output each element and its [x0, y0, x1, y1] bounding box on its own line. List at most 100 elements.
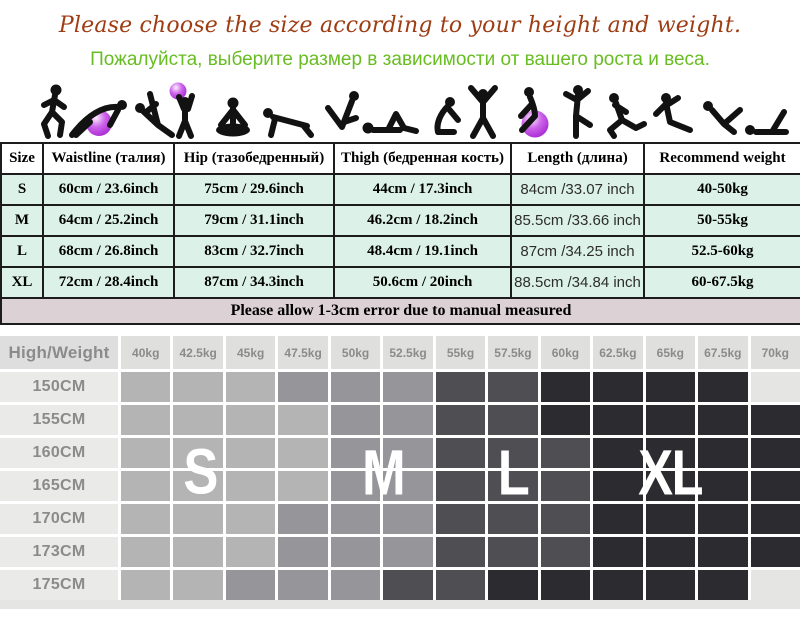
- grid-cell: [645, 438, 696, 468]
- measurement-note-row: Please allow 1-3cm error due to manual m…: [0, 297, 800, 325]
- waistline-cell: 60cm / 23.6inch: [42, 173, 175, 206]
- grid-cell: [278, 405, 328, 435]
- grid-cell: [383, 405, 433, 435]
- hip-cell: 79cm / 31.1inch: [173, 204, 335, 237]
- grid-cell: [488, 570, 538, 600]
- grid-cell: [383, 438, 433, 468]
- grid-weight-label: 42.5kg: [173, 336, 223, 369]
- lying-knee-up-pose-icon: [362, 111, 419, 134]
- table-header-row: Size Waistline (талия) Hip (тазобедренны…: [0, 142, 800, 175]
- grid-row: 170CM: [0, 504, 800, 534]
- waistline-cell: 72cm / 28.4inch: [42, 266, 175, 299]
- grid-cell: [121, 471, 171, 501]
- col-header-size: Size: [0, 142, 44, 175]
- grid-corner-label: High/Weight: [0, 336, 118, 369]
- grid-cell: [593, 471, 643, 501]
- runner-pose-icon: [41, 84, 67, 139]
- grid-cell: [278, 537, 328, 567]
- grid-cell: [330, 570, 381, 600]
- measurement-note: Please allow 1-3cm error due to manual m…: [0, 297, 800, 325]
- grid-cell: [435, 570, 486, 600]
- size-guide-page: { "titles": { "en": "Please choose the s…: [0, 12, 800, 627]
- boat-pose-icon: [325, 91, 359, 130]
- grid-cell: [435, 504, 486, 534]
- waistline-cell: 68cm / 26.8inch: [42, 235, 175, 268]
- grid-weight-label: 50kg: [330, 336, 381, 369]
- grid-cell: [645, 471, 696, 501]
- grid-weight-label: 70kg: [750, 336, 800, 369]
- plank-pose-icon: [263, 108, 314, 138]
- col-header-waistline: Waistline (талия): [42, 142, 175, 175]
- arms-up-pose-icon: [468, 85, 498, 139]
- lying-leg-raise-pose-icon: [745, 109, 789, 135]
- grid-cell: [121, 405, 171, 435]
- grid-cell: [488, 405, 538, 435]
- grid-cell: [540, 405, 591, 435]
- length-cell: 84cm /33.07 inch: [510, 173, 645, 206]
- situp-pose-icon: [135, 91, 175, 138]
- grid-row: 175CM: [0, 570, 800, 600]
- seated-reach-pose-icon: [653, 93, 693, 133]
- grid-cell: [173, 537, 223, 567]
- grid-cell: [225, 570, 276, 600]
- grid-cell: [121, 438, 171, 468]
- grid-row: 173CM: [0, 537, 800, 567]
- hip-cell: 87cm / 34.3inch: [173, 266, 335, 299]
- col-header-thigh: Thigh (бедренная кость): [333, 142, 512, 175]
- table-row-m: M 64cm / 25.2inch 79cm / 31.1inch 46.2cm…: [0, 204, 800, 237]
- length-cell: 85.5cm /33.66 inch: [510, 204, 645, 237]
- grid-cell: [698, 405, 748, 435]
- grid-cell: [645, 372, 696, 402]
- grid-cell: [173, 438, 223, 468]
- table-row-l: L 68cm / 26.8inch 83cm / 32.7inch 48.4cm…: [0, 235, 800, 268]
- grid-cell: [750, 471, 800, 501]
- grid-cell: [225, 537, 276, 567]
- grid-row: 150CM: [0, 372, 800, 402]
- grid-cell: [750, 570, 800, 600]
- grid-weight-label: 45kg: [225, 336, 276, 369]
- size-cell: L: [0, 235, 44, 268]
- grid-cell: [121, 537, 171, 567]
- grid-cell: [435, 537, 486, 567]
- size-cell: XL: [0, 266, 44, 299]
- dancer-pose-icon: [563, 85, 593, 139]
- table-row-xl: XL 72cm / 28.4inch 87cm / 34.3inch 50.6c…: [0, 266, 800, 299]
- grid-height-label: 155CM: [0, 405, 118, 435]
- grid-cell: [540, 504, 591, 534]
- length-cell: 87cm /34.25 inch: [510, 235, 645, 268]
- grid-cell: [383, 504, 433, 534]
- grid-cell: [435, 405, 486, 435]
- grid-cell: [225, 372, 276, 402]
- exercise-silhouettes-strip: [41, 82, 789, 139]
- length-cell: 88.5cm /34.84 inch: [510, 266, 645, 299]
- grid-cell: [750, 537, 800, 567]
- grid-cell: [488, 537, 538, 567]
- grid-cell: [225, 471, 276, 501]
- grid-cell: [330, 372, 381, 402]
- grid-cell: [173, 372, 223, 402]
- grid-cell: [593, 504, 643, 534]
- ball-sit-pose-icon: [518, 87, 549, 138]
- grid-row: 155CM: [0, 405, 800, 435]
- grid-cell: [278, 570, 328, 600]
- table-row-s: S 60cm / 23.6inch 75cm / 29.6inch 44cm /…: [0, 173, 800, 206]
- grid-cell: [698, 471, 748, 501]
- grid-cell: [698, 438, 748, 468]
- grid-header-row: High/Weight 40kg 42.5kg 45kg 47.5kg 50kg 52.5k…: [0, 336, 800, 369]
- weight-cell: 52.5-60kg: [643, 235, 800, 268]
- grid-cell: [750, 438, 800, 468]
- grid-cell: [698, 537, 748, 567]
- grid-rows: High/Weight 40kg 42.5kg 45kg 47.5kg 50kg 52.5k…: [0, 334, 800, 600]
- size-measurement-table: Size Waistline (талия) Hip (тазобедренны…: [0, 142, 800, 325]
- grid-cell: [645, 570, 696, 600]
- page-title-russian: Пожалуйста, выберите размер в зависимост…: [90, 49, 710, 70]
- grid-cell: [593, 372, 643, 402]
- grid-height-label: 150CM: [0, 372, 118, 402]
- grid-weight-label: 55kg: [435, 336, 486, 369]
- grid-row: 165CM: [0, 471, 800, 501]
- grid-cell: [593, 438, 643, 468]
- lotus-pose-icon: [216, 97, 250, 137]
- thigh-cell: 46.2cm / 18.2inch: [333, 204, 512, 237]
- grid-cell: [225, 504, 276, 534]
- size-cell: M: [0, 204, 44, 237]
